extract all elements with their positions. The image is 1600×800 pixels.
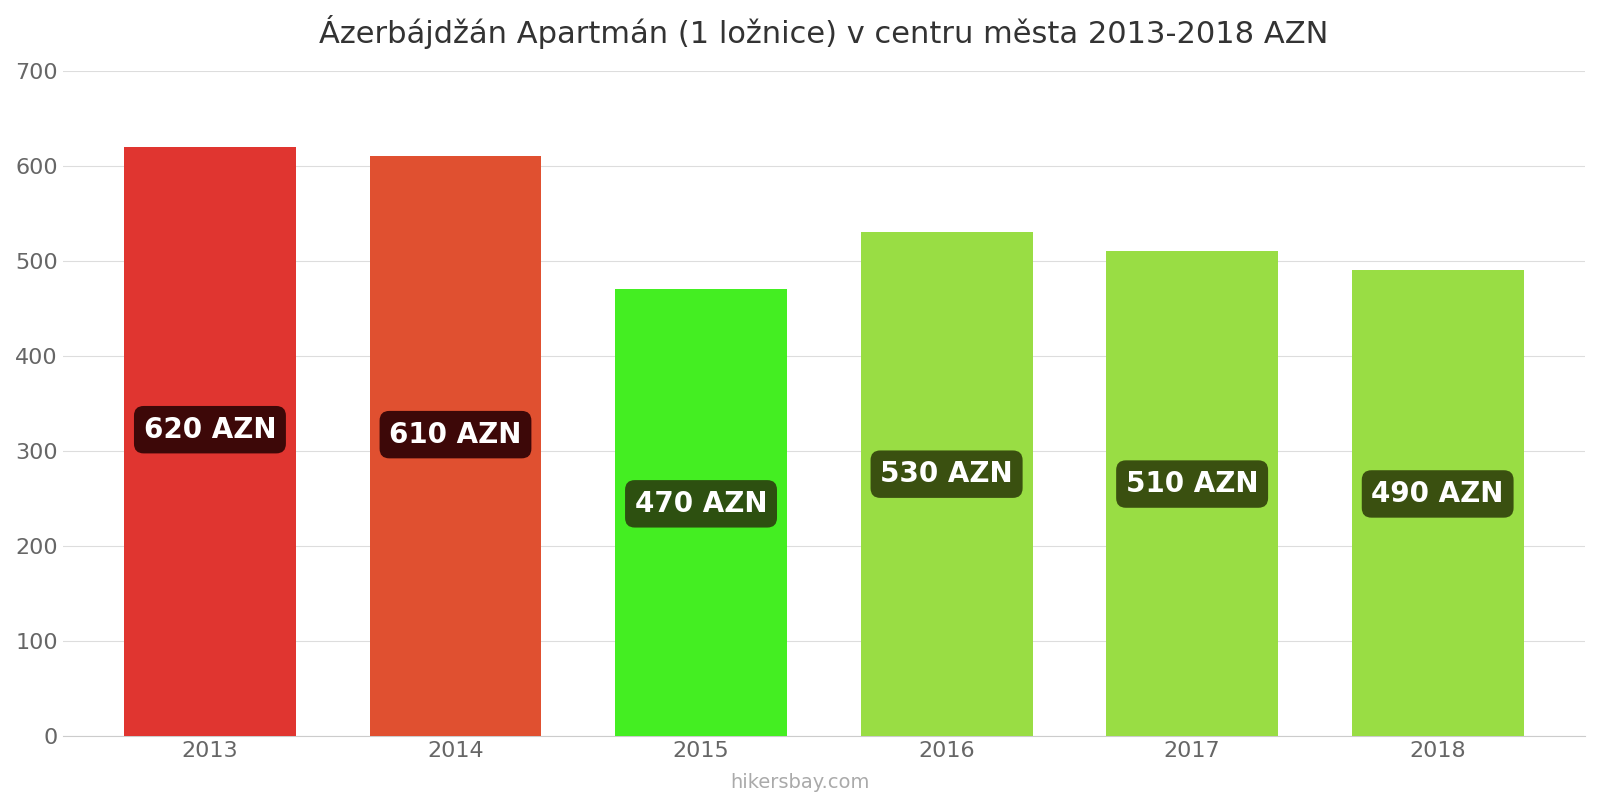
Bar bbox=[614, 290, 787, 736]
Text: 470 AZN: 470 AZN bbox=[635, 490, 768, 518]
Text: 610 AZN: 610 AZN bbox=[389, 421, 522, 449]
Bar bbox=[1352, 270, 1523, 736]
Title: Ázerbájdžán Apartmán (1 ložnice) v centru města 2013-2018 AZN: Ázerbájdžán Apartmán (1 ložnice) v centr… bbox=[318, 15, 1328, 49]
Bar bbox=[370, 156, 541, 736]
Text: hikersbay.com: hikersbay.com bbox=[730, 773, 870, 792]
Text: 620 AZN: 620 AZN bbox=[144, 416, 277, 444]
Bar bbox=[1106, 251, 1278, 736]
Bar bbox=[123, 147, 296, 736]
Bar bbox=[861, 232, 1032, 736]
Text: 530 AZN: 530 AZN bbox=[880, 460, 1013, 488]
Text: 490 AZN: 490 AZN bbox=[1371, 480, 1504, 508]
Text: 510 AZN: 510 AZN bbox=[1126, 470, 1258, 498]
